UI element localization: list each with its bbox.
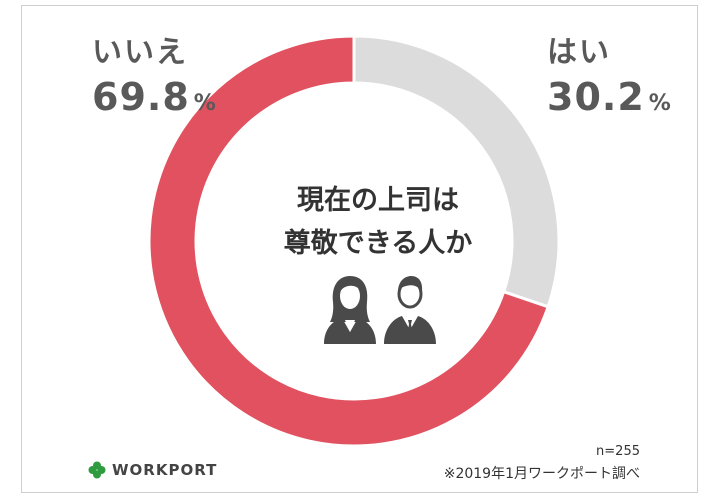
source-note: ※2019年1月ワークポート調べ xyxy=(443,466,640,482)
sample-size: n=255 xyxy=(596,444,640,459)
clover-icon xyxy=(88,461,106,479)
label-yes: はい 30.2% xyxy=(547,35,672,119)
donut-chart xyxy=(147,34,561,448)
question-line-2: 尊敬できる人か xyxy=(283,228,473,259)
label-no: いいえ 69.8% xyxy=(92,35,217,119)
brand-name: WORKPORT xyxy=(112,461,218,479)
label-no-category: いいえ xyxy=(92,35,188,70)
question-line-1: 現在の上司は xyxy=(297,185,459,216)
label-yes-percent: 30.2% xyxy=(547,75,672,119)
label-no-percent: 69.8% xyxy=(92,75,217,119)
chart-card: いいえ 69.8% はい 30.2% 現在の上司は 尊敬できる人か xyxy=(21,5,698,493)
donut-slice-yes xyxy=(352,34,561,309)
business-people-icons xyxy=(324,276,436,344)
woman-business-icon xyxy=(324,276,376,344)
label-yes-category: はい xyxy=(547,35,611,70)
man-business-icon xyxy=(384,276,436,344)
donut-slice-no xyxy=(147,34,551,448)
workport-logo: WORKPORT xyxy=(88,461,217,479)
center-question: 現在の上司は 尊敬できる人か xyxy=(258,179,498,265)
